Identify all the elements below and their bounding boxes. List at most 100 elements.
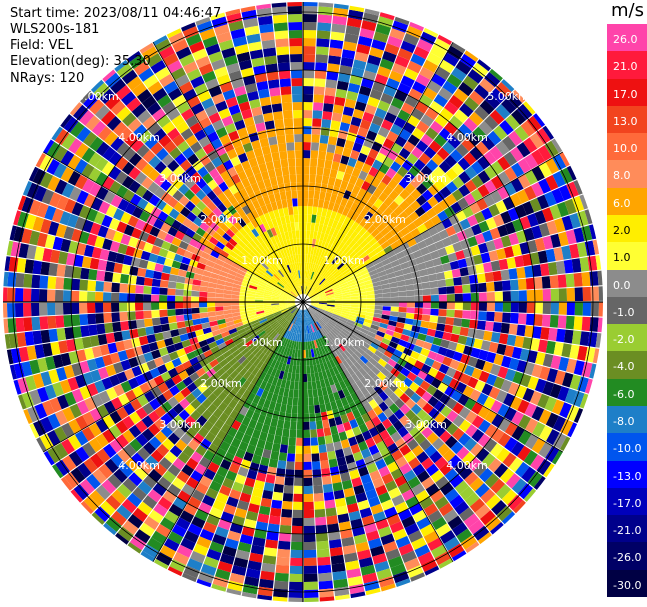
velocity-gate [324,378,331,387]
velocity-gate [336,456,347,467]
velocity-gate [167,226,178,237]
velocity-gate [389,315,398,322]
velocity-gate [105,94,121,110]
velocity-gate [307,308,314,315]
velocity-gate [256,312,265,317]
velocity-gate [167,566,183,577]
velocity-gate [116,63,133,79]
velocity-gate [306,317,310,326]
velocity-gate [428,322,438,330]
velocity-gate [523,488,537,502]
velocity-gate [319,134,329,144]
velocity-gate [303,533,316,542]
velocity-gate [347,157,357,168]
velocity-gate [227,427,238,438]
velocity-gate [89,408,103,422]
velocity-gate [290,549,303,558]
velocity-gate [342,292,351,296]
velocity-gate [579,194,588,210]
velocity-gate [293,389,299,398]
velocity-gate [433,400,446,413]
velocity-gate [372,477,385,489]
velocity-gate [178,195,190,207]
velocity-gate [296,333,300,342]
velocity-gate [388,555,404,568]
velocity-gate [397,312,407,318]
velocity-gate [422,59,439,73]
velocity-gate [304,581,319,590]
velocity-gate [261,262,269,270]
velocity-gate [377,412,388,423]
velocity-gate [374,349,384,359]
velocity-gate [199,307,208,313]
velocity-gate [559,436,571,451]
velocity-gate [71,388,84,403]
velocity-gate [308,349,312,358]
velocity-gate [446,309,455,318]
velocity-gate [260,31,275,42]
velocity-gate [454,480,469,495]
velocity-gate [224,177,235,188]
velocity-gate [545,412,559,429]
velocity-gate [358,331,368,338]
velocity-gate [327,276,336,284]
velocity-gate [290,373,296,382]
velocity-gate [95,313,105,324]
velocity-gate [48,369,60,384]
velocity-gate [308,291,316,297]
velocity-gate [303,437,311,446]
velocity-gate [243,350,253,359]
velocity-gate [217,254,227,262]
velocity-gate [237,218,247,228]
velocity-gate [286,223,292,232]
velocity-gate [199,286,209,292]
velocity-gate [439,107,454,122]
velocity-gate [59,379,72,394]
velocity-gate [88,324,98,336]
velocity-gate [410,415,422,427]
velocity-gate [200,344,211,353]
velocity-gate [214,418,225,430]
velocity-gate [303,469,313,479]
velocity-gate [282,223,288,233]
velocity-gate [495,140,510,156]
velocity-gate [206,297,216,302]
velocity-gate [314,404,321,414]
velocity-gate [246,353,255,362]
velocity-gate [362,352,372,361]
velocity-gate [303,158,310,167]
velocity-gate [303,421,310,430]
velocity-gate [340,284,349,290]
velocity-gate [100,110,116,126]
velocity-gate [406,25,423,39]
velocity-gate [4,334,11,349]
velocity-gate [372,159,383,171]
velocity-gate [206,241,216,250]
velocity-gate [376,249,386,258]
velocity-gate [407,356,417,366]
velocity-gate [171,260,182,269]
velocity-gate [229,225,239,235]
velocity-gate [299,373,303,382]
velocity-gate [552,171,566,188]
velocity-gate [264,441,274,451]
velocity-gate [228,357,238,367]
velocity-gate [409,21,424,32]
velocity-gate [516,267,526,279]
velocity-gate [365,437,376,448]
velocity-gate [446,73,463,88]
velocity-gate [251,335,260,343]
velocity-gate [195,55,211,69]
velocity-gate [197,382,208,393]
velocity-gate [191,206,202,217]
velocity-gate [362,243,372,252]
velocity-gate [295,254,299,263]
velocity-gate [452,427,465,441]
velocity-gate [382,297,392,302]
velocity-gate [329,266,337,274]
velocity-gate [237,269,246,276]
velocity-gate [424,357,435,367]
velocity-gate [500,379,513,393]
velocity-gate [222,89,236,101]
velocity-gate [158,134,172,148]
